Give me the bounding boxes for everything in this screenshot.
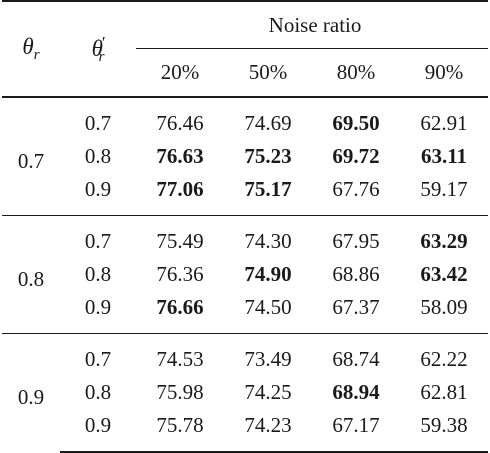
table-row: 0.9 77.06 75.17 67.76 59.17 [2, 173, 488, 216]
accuracy-cell: 74.25 [244, 380, 292, 404]
table-row: 0.8 76.63 75.23 69.72 63.11 [2, 140, 488, 173]
accuracy-cell: 75.98 [156, 380, 204, 404]
accuracy-cell: 73.49 [224, 333, 312, 376]
accuracy-cell: 76.66 [156, 295, 204, 319]
table-row: 0.9 76.66 74.50 67.37 58.09 [2, 291, 488, 334]
col-header-90: 90% [424, 60, 464, 84]
accuracy-cell: 68.74 [312, 333, 400, 376]
accuracy-cell: 63.42 [420, 262, 468, 286]
accuracy-cell: 75.78 [136, 409, 224, 453]
theta-r-prime-value: 0.9 [84, 295, 112, 319]
accuracy-cell: 74.90 [244, 262, 292, 286]
accuracy-cell: 69.72 [332, 144, 380, 168]
accuracy-cell: 77.06 [156, 177, 204, 201]
accuracy-cell: 67.37 [332, 295, 380, 319]
theta-r-prime-value: 0.8 [84, 144, 112, 168]
accuracy-cell: 62.22 [400, 333, 489, 376]
accuracy-cell: 67.95 [312, 215, 400, 258]
accuracy-cell: 74.53 [136, 333, 224, 376]
accuracy-cell: 58.09 [420, 295, 468, 319]
accuracy-cell: 74.69 [224, 96, 312, 140]
table-row: 0.9 0.7 74.53 73.49 68.74 62.22 [2, 333, 489, 452]
theta-r-symbol: θ [22, 34, 34, 59]
col-header-20: 20% [160, 60, 200, 84]
accuracy-cell: 76.36 [156, 262, 204, 286]
accuracy-cell: 67.17 [312, 409, 400, 453]
table-row: 0.8 76.36 74.90 68.86 63.42 [2, 258, 488, 291]
theta-r-prime-symbol: θ [91, 35, 103, 61]
theta-r-prime-value: 0.7 [60, 333, 136, 376]
theta-r-value: 0.9 [2, 333, 60, 452]
theta-r-prime-value: 0.9 [84, 177, 112, 201]
accuracy-cell: 68.86 [332, 262, 380, 286]
header-row-1: θr θ′r Noise ratio [2, 0, 489, 97]
accuracy-cell: 59.38 [400, 409, 489, 453]
theta-r-value: 0.7 [2, 96, 60, 216]
accuracy-cell: 63.11 [420, 144, 468, 168]
accuracy-cell: 76.46 [136, 96, 224, 140]
accuracy-cell: 59.17 [420, 177, 468, 201]
col-header-80: 80% [336, 60, 376, 84]
accuracy-cell: 74.50 [244, 295, 292, 319]
header-row-2: 20% 50% 80% 90% [2, 49, 488, 98]
table-row: 0.8 75.98 74.25 68.94 62.81 [2, 376, 488, 409]
table-row: 0.7 0.7 76.46 74.69 69.50 62.91 [2, 96, 489, 216]
theta-r-prime-value: 0.7 [60, 215, 136, 258]
theta-r-prime-value: 0.8 [84, 380, 112, 404]
theta-r-value: 0.8 [2, 215, 60, 334]
accuracy-cell: 74.30 [224, 215, 312, 258]
theta-r-prime-value: 0.8 [84, 262, 112, 286]
accuracy-cell: 62.91 [400, 96, 489, 140]
table-row: 0.9 75.78 74.23 67.17 59.38 [2, 409, 489, 453]
theta-r-prime-value: 0.9 [60, 409, 136, 453]
theta-r-subscript: r [33, 47, 40, 63]
table-row: 0.8 0.7 75.49 74.30 67.95 63.29 [2, 215, 489, 334]
theta-r-header: θr [2, 0, 60, 97]
accuracy-cell: 62.81 [420, 380, 468, 404]
accuracy-cell: 75.17 [244, 177, 292, 201]
accuracy-cell: 76.63 [156, 144, 204, 168]
accuracy-cell: 69.50 [312, 96, 400, 140]
theta-r-prime-value: 0.7 [60, 96, 136, 140]
prime-mark: ′ [101, 32, 106, 52]
accuracy-cell: 74.23 [224, 409, 312, 453]
accuracy-cell: 63.29 [400, 215, 489, 258]
table-header: θr θ′r Noise ratio 20% 50% 80% 90% [2, 0, 489, 98]
accuracy-cell: 75.23 [244, 144, 292, 168]
accuracy-cell: 68.94 [332, 380, 380, 404]
table-body: 0.7 0.7 76.46 74.69 69.50 62.91 0.8 76.63 75.23 6… [2, 96, 489, 453]
col-header-50: 50% [248, 60, 288, 84]
accuracy-cell: 67.76 [332, 177, 380, 201]
theta-r-prime-header: θ′r [60, 0, 136, 97]
accuracy-cell: 75.49 [136, 215, 224, 258]
noise-ratio-header: Noise ratio [136, 0, 489, 49]
theta-r-prime-subscript: r [98, 48, 105, 65]
